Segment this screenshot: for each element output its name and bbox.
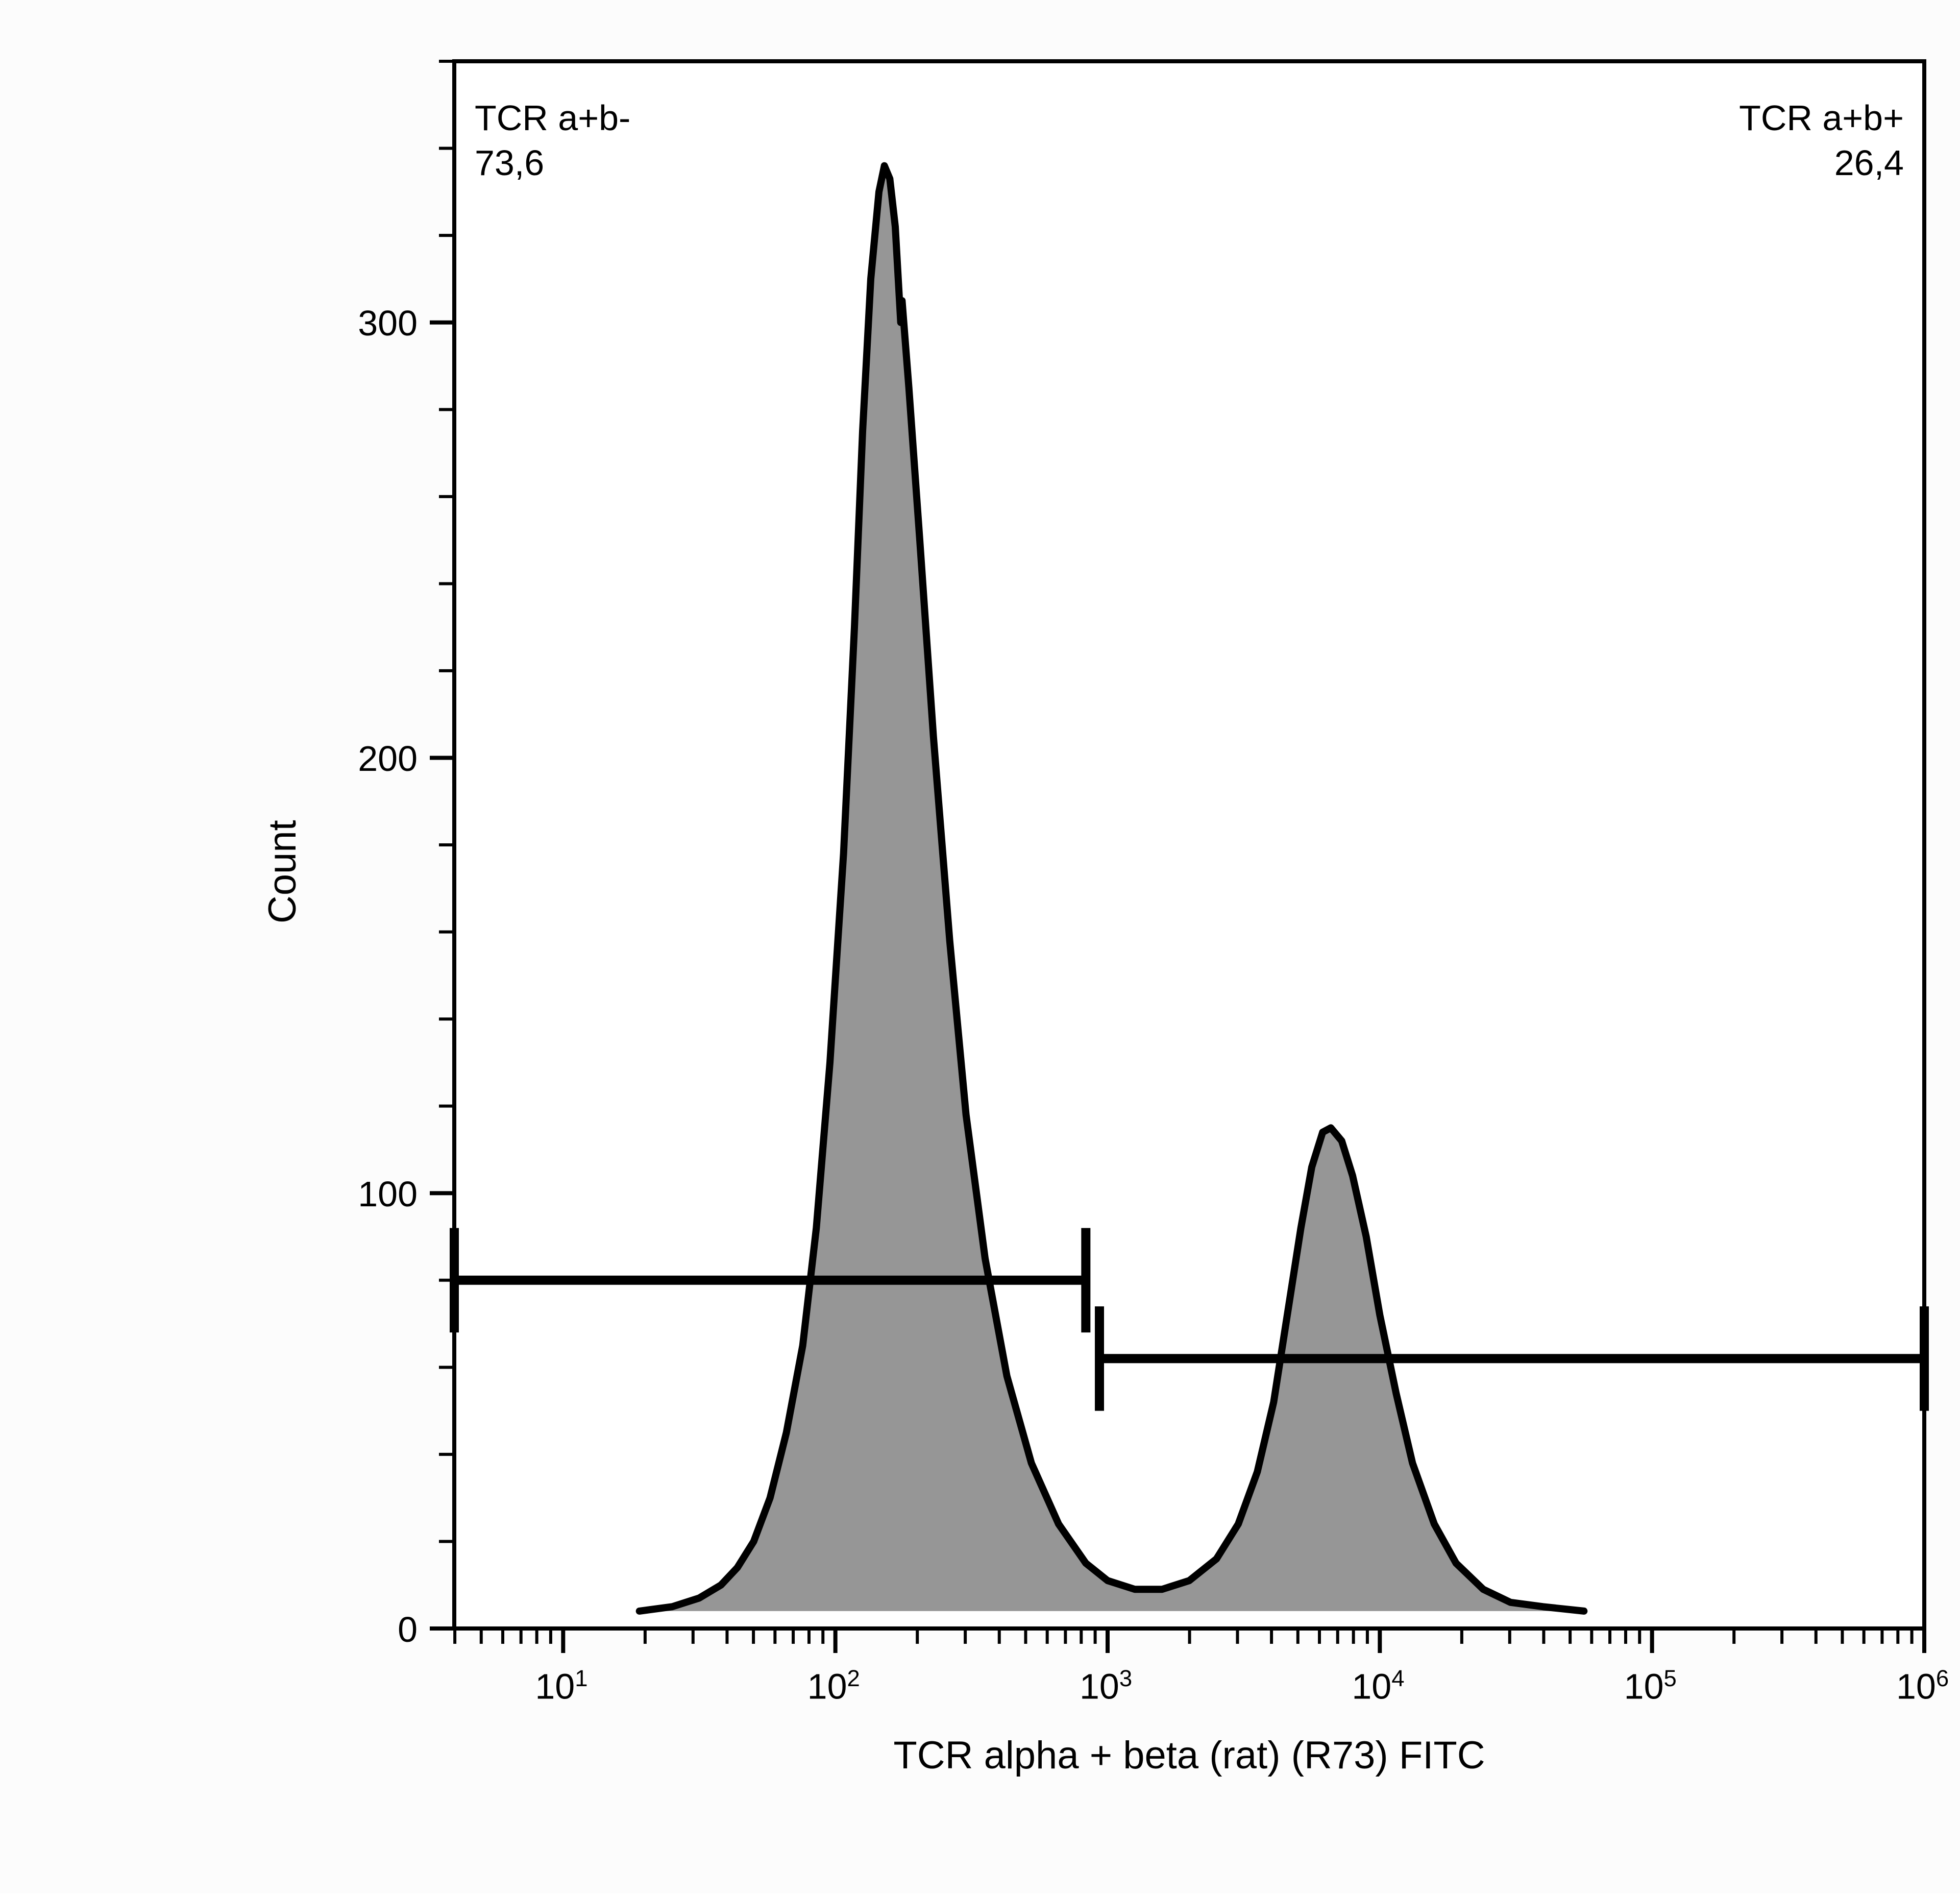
gate-label-negative: TCR a+b- 73,6 <box>475 96 630 185</box>
x-tick-label: 104 <box>1352 1665 1404 1707</box>
x-tick-label: 103 <box>1080 1665 1132 1707</box>
y-tick-label: 100 <box>358 1174 418 1214</box>
x-tick-label: 102 <box>807 1665 860 1707</box>
y-axis-label: Count <box>260 820 305 923</box>
x-tick-label: 106 <box>1896 1665 1949 1707</box>
x-tick-label: 105 <box>1624 1665 1677 1707</box>
chart-svg <box>0 0 1960 1893</box>
y-tick-label: 0 <box>398 1609 418 1650</box>
x-axis-label: TCR alpha + beta (rat) (R73) FITC <box>893 1733 1485 1778</box>
y-tick-label: 300 <box>358 303 418 344</box>
gate-label-positive: TCR a+b+ 26,4 <box>1739 96 1904 185</box>
histogram-chart: Count TCR alpha + beta (rat) (R73) FITC … <box>0 0 1960 1893</box>
x-tick-label: 101 <box>535 1665 587 1707</box>
y-tick-label: 200 <box>358 738 418 779</box>
